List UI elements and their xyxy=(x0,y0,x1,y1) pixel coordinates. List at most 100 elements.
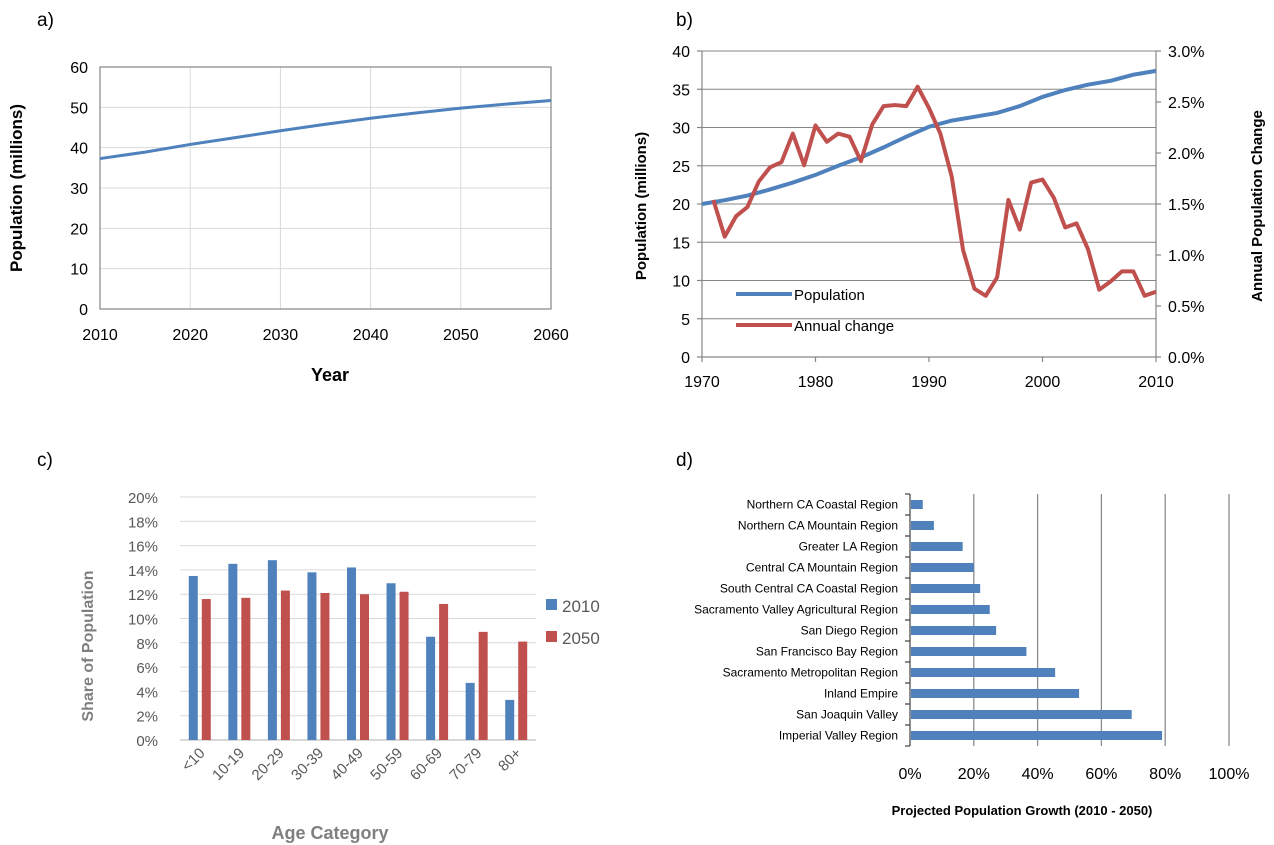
y-tick-label: 20% xyxy=(128,490,158,507)
bar-2050 xyxy=(201,599,211,740)
x-tick-label: 80+ xyxy=(495,745,525,775)
panel-c-label: c) xyxy=(37,450,53,471)
bar-2010 xyxy=(386,583,396,740)
chart-a-y-axis-title: Population (millions) xyxy=(7,104,26,272)
legend-label-annual-change: Annual change xyxy=(794,318,894,335)
x-tick-label: 70-79 xyxy=(446,745,485,784)
panel-a-label: a) xyxy=(37,10,54,31)
y-tick-label: 40 xyxy=(672,44,690,61)
chart-b-gridlines xyxy=(702,50,1156,320)
chart-a-x-ticks: 2010 2020 2030 2040 2050 2060 xyxy=(82,327,569,344)
y-tick-label: 0 xyxy=(681,350,690,367)
panel-b-label: b) xyxy=(676,10,693,31)
chart-c-x-axis-title: Age Category xyxy=(271,823,388,843)
x-tick-label: 80% xyxy=(1149,766,1181,783)
series-line xyxy=(99,98,552,161)
x-tick-label: 40% xyxy=(1022,766,1054,783)
bar-2050 xyxy=(399,591,409,740)
bar-2010 xyxy=(228,563,238,740)
y-tick-label: 15 xyxy=(672,235,690,252)
y-tick-label: 0 xyxy=(79,302,88,319)
y-tick-label: 10 xyxy=(672,274,690,291)
x-tick-label: 2030 xyxy=(263,327,299,344)
bar-growth xyxy=(911,647,1027,656)
y-tick-label: 50 xyxy=(70,100,88,117)
right-y-tick-label: 1.5% xyxy=(1168,197,1204,214)
x-tick-label: 30-39 xyxy=(288,745,327,784)
chart-a-series xyxy=(99,98,552,161)
y-tick-label: 12% xyxy=(128,587,158,604)
category-label: Northern CA Coastal Region xyxy=(747,498,898,512)
x-tick-label: 20% xyxy=(958,766,990,783)
x-tick-label: 60% xyxy=(1085,766,1117,783)
chart-c-age-distribution: 0% 2% 4% 6% 8% 10% 12% 14% 16% 18% 20% <10 10-19 20-… xyxy=(80,490,600,843)
y-tick-label: 0% xyxy=(136,733,158,750)
chart-b-y-axis-title: Population (millions) xyxy=(633,132,650,280)
bar-2050 xyxy=(360,594,369,740)
bar-growth xyxy=(911,605,990,614)
right-y-tick-label: 0.5% xyxy=(1168,299,1204,316)
legend-label-2050: 2050 xyxy=(562,629,600,648)
chart-c-gridlines xyxy=(180,496,536,717)
x-tick-label: 100% xyxy=(1209,766,1250,783)
category-label: Sacramento Valley Agricultural Region xyxy=(694,603,898,617)
bar-2050 xyxy=(320,592,330,740)
y-tick-label: 30 xyxy=(672,121,690,138)
y-tick-label: 10 xyxy=(70,262,88,279)
bar-2050 xyxy=(518,641,528,740)
y-tick-label: 14% xyxy=(128,563,158,580)
bar-2010 xyxy=(505,699,515,740)
x-tick-label: 2010 xyxy=(82,327,118,344)
bar-growth xyxy=(911,710,1132,719)
chart-c-bars xyxy=(188,560,528,740)
legend-label-population: Population xyxy=(794,287,865,304)
series-line-population xyxy=(701,68,1157,206)
y-tick-label: 60 xyxy=(70,60,88,77)
y-tick-label: 20 xyxy=(70,221,88,238)
right-y-tick-label: 2.0% xyxy=(1168,146,1204,163)
chart-a-x-axis-title: Year xyxy=(311,365,349,385)
bar-growth xyxy=(911,626,997,635)
x-tick-label: 2000 xyxy=(1025,374,1061,391)
bar-growth xyxy=(911,731,1163,740)
y-tick-label: 8% xyxy=(136,636,158,653)
series-line-annual-change xyxy=(711,84,1157,298)
x-tick-label: 20-29 xyxy=(249,745,288,784)
x-tick-label: 10-19 xyxy=(209,745,248,784)
y-tick-label: 10% xyxy=(128,612,158,629)
bar-growth xyxy=(911,689,1080,698)
bar-growth xyxy=(911,563,974,572)
chart-a-gridlines xyxy=(99,66,552,310)
panel-d-label: d) xyxy=(676,450,693,471)
chart-c-x-ticks: <10 10-19 20-29 30-39 40-49 50-59 60-69 70-79 80… xyxy=(179,745,526,784)
chart-d-bars xyxy=(911,500,1163,740)
category-label: San Joaquin Valley xyxy=(796,708,898,722)
y-tick-label: 30 xyxy=(70,181,88,198)
category-label: Northern CA Mountain Region xyxy=(738,519,898,533)
x-tick-label: 1990 xyxy=(911,374,947,391)
legend-label-2010: 2010 xyxy=(562,597,600,616)
y-tick-label: 35 xyxy=(672,82,690,99)
category-label: Sacramento Metropolitan Region xyxy=(723,666,898,680)
bar-2050 xyxy=(241,597,251,740)
bar-growth xyxy=(911,500,923,509)
bar-2010 xyxy=(307,572,317,740)
chart-a-axes xyxy=(99,66,552,310)
bar-2010 xyxy=(426,636,436,740)
chart-c-y-ticks: 0% 2% 4% 6% 8% 10% 12% 14% 16% 18% 20% xyxy=(128,490,158,750)
x-tick-label: <10 xyxy=(179,745,209,775)
bar-2010 xyxy=(465,682,475,740)
chart-b-right-y-ticks: 0.0% 0.5% 1.0% 1.5% 2.0% 2.5% 3.0% xyxy=(1168,44,1204,367)
chart-b-axes xyxy=(697,50,1161,362)
chart-b-series xyxy=(701,68,1157,298)
chart-b-historic-population: 1970 1980 1990 2000 2010 0 5 10 15 20 25 30 35 40 0.… xyxy=(633,44,1266,391)
chart-d-regional-growth: Northern CA Coastal Region Northern CA Mo… xyxy=(694,493,1250,818)
chart-d-axes xyxy=(905,493,911,747)
category-label: Imperial Valley Region xyxy=(779,729,898,743)
chart-d-category-labels: Northern CA Coastal Region Northern CA Mo… xyxy=(694,498,898,743)
x-tick-label: 2010 xyxy=(1138,374,1174,391)
chart-d-x-axis-title: Projected Population Growth (2010 - 2050… xyxy=(892,803,1153,818)
chart-b-right-y-axis-title: Annual Population Change xyxy=(1249,110,1266,302)
